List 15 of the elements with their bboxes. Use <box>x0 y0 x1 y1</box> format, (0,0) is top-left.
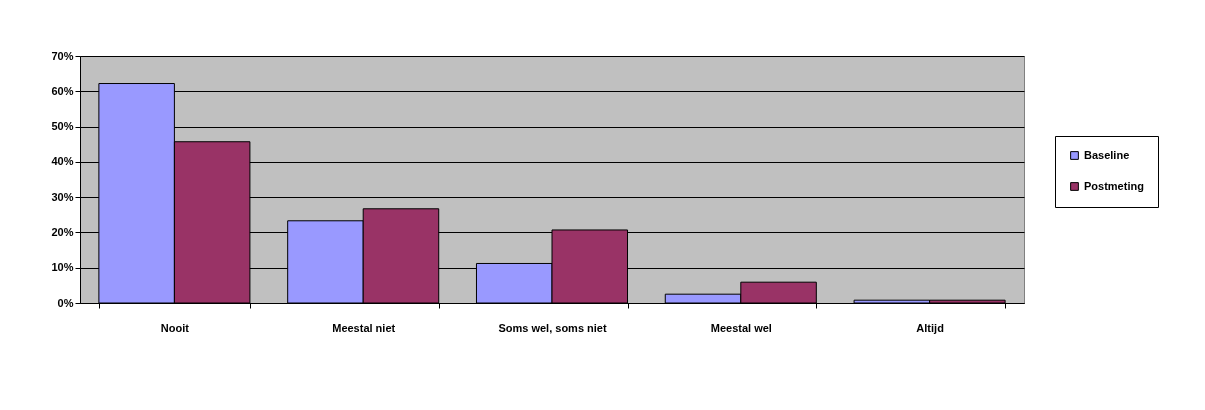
y-tick-label: 0% <box>57 296 74 309</box>
y-tick-label: 20% <box>51 225 74 238</box>
y-tick-label: 70% <box>51 49 74 62</box>
y-tick-label: 50% <box>51 120 74 133</box>
y-tick-label: 60% <box>51 84 74 97</box>
legend-label: Baseline <box>1084 148 1130 161</box>
x-tick-label: Nooit <box>160 321 190 334</box>
y-tick-label: 10% <box>51 261 74 274</box>
x-tick-label: Meestal niet <box>332 321 396 334</box>
y-tick-label: 30% <box>51 190 74 203</box>
y-tick-label: 40% <box>51 155 74 168</box>
x-tick-label: Altijd <box>916 321 944 334</box>
x-tick-label: Meestal wel <box>710 321 772 334</box>
x-tick-label: Soms wel, soms niet <box>498 321 607 334</box>
legend-label: Postmeting <box>1084 179 1144 192</box>
